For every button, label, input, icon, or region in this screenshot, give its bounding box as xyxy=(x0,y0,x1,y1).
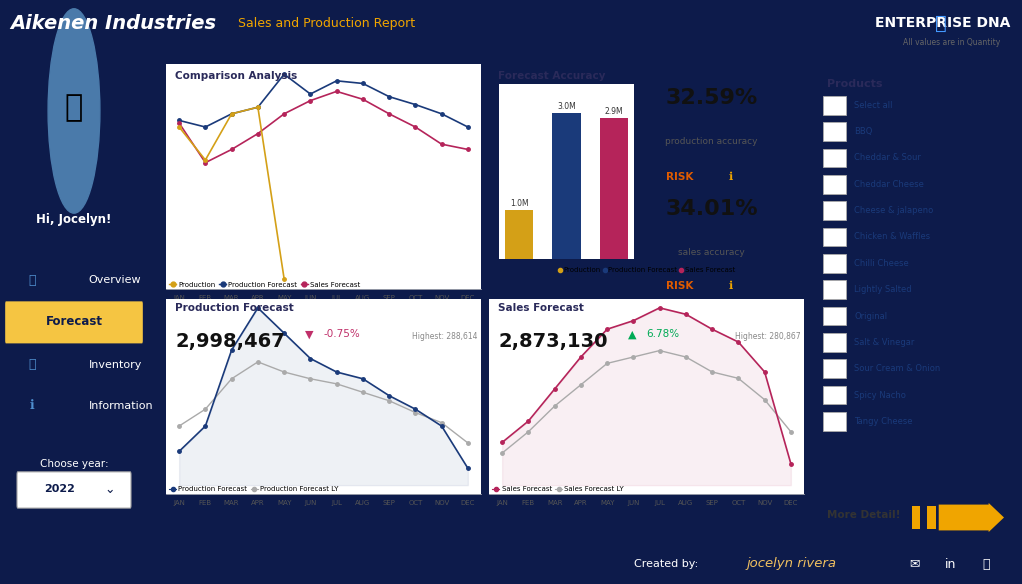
Text: Lightly Salted: Lightly Salted xyxy=(854,285,912,294)
Legend: Production, Production Forecast, Sales Forecast: Production, Production Forecast, Sales F… xyxy=(170,281,360,288)
Text: 2,873,130: 2,873,130 xyxy=(499,332,608,351)
Text: Chicken & Waffles: Chicken & Waffles xyxy=(854,232,930,241)
Text: 34.01%: 34.01% xyxy=(665,199,757,219)
FancyBboxPatch shape xyxy=(823,175,846,194)
Text: ⌄: ⌄ xyxy=(104,483,114,496)
Text: 📊: 📊 xyxy=(29,274,37,287)
Text: Hi, Jocelyn!: Hi, Jocelyn! xyxy=(37,213,111,225)
Text: 2.9M: 2.9M xyxy=(604,107,623,116)
Bar xyxy=(912,506,921,529)
Text: RISK: RISK xyxy=(666,172,694,182)
Circle shape xyxy=(48,9,100,213)
Legend: Production Forecast, Production Forecast LY: Production Forecast, Production Forecast… xyxy=(170,486,338,492)
FancyArrow shape xyxy=(939,503,1004,532)
FancyBboxPatch shape xyxy=(823,359,846,378)
Text: Information: Information xyxy=(89,401,153,411)
Legend: Production, Production Forecast, Sales Forecast: Production, Production Forecast, Sales F… xyxy=(555,264,738,276)
Text: ▼: ▼ xyxy=(305,329,313,339)
FancyBboxPatch shape xyxy=(823,228,846,246)
Text: ℹ️: ℹ️ xyxy=(31,399,35,412)
Text: -0.75%: -0.75% xyxy=(324,329,360,339)
Bar xyxy=(600,118,628,259)
FancyBboxPatch shape xyxy=(823,385,846,405)
Text: Tangy Cheese: Tangy Cheese xyxy=(854,417,913,426)
Text: in: in xyxy=(944,558,957,571)
Text: jocelyn rivera: jocelyn rivera xyxy=(746,558,836,571)
Text: 📦: 📦 xyxy=(29,359,37,371)
FancyBboxPatch shape xyxy=(823,96,846,114)
FancyBboxPatch shape xyxy=(823,280,846,299)
Text: production accuracy: production accuracy xyxy=(665,137,757,145)
Bar xyxy=(927,506,936,529)
Text: ℹ: ℹ xyxy=(729,172,733,182)
Text: 3.0M: 3.0M xyxy=(557,102,575,111)
Bar xyxy=(552,113,580,259)
Text: accuracy by product?: accuracy by product? xyxy=(684,320,766,329)
Text: Sales and Production Report: Sales and Production Report xyxy=(238,16,415,30)
Text: Sour Cream & Onion: Sour Cream & Onion xyxy=(854,364,940,373)
Text: Cheddar Cheese: Cheddar Cheese xyxy=(854,180,924,189)
Text: Products: Products xyxy=(828,79,883,89)
Text: Aikenen Industries: Aikenen Industries xyxy=(10,13,216,33)
FancyBboxPatch shape xyxy=(823,412,846,431)
Bar xyxy=(505,210,533,259)
Text: Cheddar & Sour: Cheddar & Sour xyxy=(854,154,921,162)
Text: ✉: ✉ xyxy=(910,558,920,571)
Text: Inventory: Inventory xyxy=(89,360,142,370)
FancyBboxPatch shape xyxy=(823,307,846,325)
FancyBboxPatch shape xyxy=(823,122,846,141)
Text: Chilli Cheese: Chilli Cheese xyxy=(854,259,909,268)
Text: ENTERPRISE DNA: ENTERPRISE DNA xyxy=(875,16,1010,30)
Text: Sales Forecast: Sales Forecast xyxy=(499,303,585,313)
Text: sales accuracy: sales accuracy xyxy=(679,248,745,257)
FancyBboxPatch shape xyxy=(823,254,846,273)
Legend: Sales Forecast, Sales Forecast LY: Sales Forecast, Sales Forecast LY xyxy=(493,486,624,492)
Text: Highest: 288,614: Highest: 288,614 xyxy=(412,332,478,341)
Text: ▲: ▲ xyxy=(628,329,636,339)
Text: 🧬: 🧬 xyxy=(935,13,947,33)
Text: Spicy Nacho: Spicy Nacho xyxy=(854,391,907,399)
Text: BBQ: BBQ xyxy=(854,127,873,136)
FancyBboxPatch shape xyxy=(17,472,131,508)
Text: 1.0M: 1.0M xyxy=(510,200,528,208)
FancyBboxPatch shape xyxy=(5,301,143,343)
Text: All values are in Quantity: All values are in Quantity xyxy=(902,38,1001,47)
Text: 📊: 📊 xyxy=(982,558,990,571)
Text: Choose year:: Choose year: xyxy=(40,459,108,470)
FancyBboxPatch shape xyxy=(823,201,846,220)
Text: 32.59%: 32.59% xyxy=(665,88,757,108)
Text: Created by:: Created by: xyxy=(634,559,698,569)
Text: 🙂: 🙂 xyxy=(64,93,83,123)
Text: Comparison Analysis: Comparison Analysis xyxy=(176,71,297,81)
Text: Forecast Accuracy: Forecast Accuracy xyxy=(499,71,606,81)
FancyBboxPatch shape xyxy=(823,333,846,352)
Text: ℹ: ℹ xyxy=(729,281,733,291)
FancyBboxPatch shape xyxy=(823,148,846,167)
Text: Overview: Overview xyxy=(89,275,141,286)
Text: RISK: RISK xyxy=(666,281,694,291)
Text: Cheese & jalapeno: Cheese & jalapeno xyxy=(854,206,933,215)
Text: Production Forecast: Production Forecast xyxy=(176,303,294,313)
Text: Forecast: Forecast xyxy=(46,315,102,328)
Text: 2022: 2022 xyxy=(44,484,75,495)
Text: Highest: 280,867: Highest: 280,867 xyxy=(735,332,801,341)
Text: 6.78%: 6.78% xyxy=(647,329,680,339)
Text: 2,998,467: 2,998,467 xyxy=(176,332,285,351)
Text: Salt & Vinegar: Salt & Vinegar xyxy=(854,338,915,347)
Text: Original: Original xyxy=(854,311,887,321)
Text: Select all: Select all xyxy=(854,100,893,110)
Text: More Detail!: More Detail! xyxy=(828,510,900,520)
